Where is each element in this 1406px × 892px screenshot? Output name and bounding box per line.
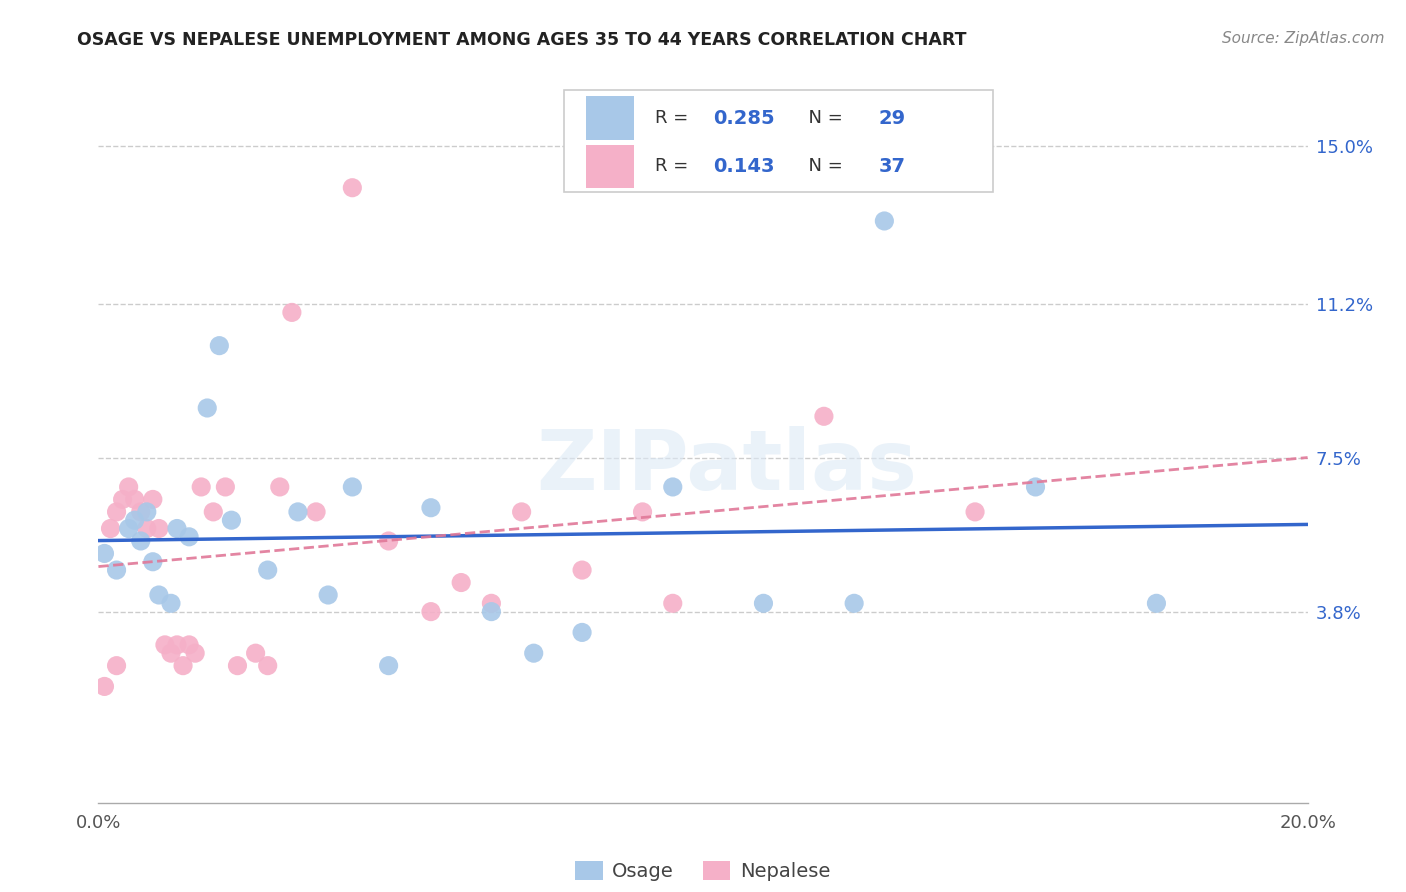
- Point: [631, 505, 654, 519]
- Point: [377, 658, 399, 673]
- Point: [281, 305, 304, 319]
- Point: [202, 505, 225, 519]
- Point: [124, 513, 146, 527]
- Text: Source: ZipAtlas.com: Source: ZipAtlas.com: [1222, 31, 1385, 46]
- Point: [571, 625, 593, 640]
- Point: [420, 500, 443, 515]
- Text: ZIPatlas: ZIPatlas: [537, 425, 918, 507]
- Point: [105, 563, 128, 577]
- Text: 37: 37: [879, 157, 905, 176]
- Point: [661, 596, 683, 610]
- Text: 29: 29: [879, 109, 905, 128]
- Point: [450, 575, 472, 590]
- Legend: Osage, Nepalese: Osage, Nepalese: [568, 853, 838, 888]
- Point: [135, 505, 157, 519]
- FancyBboxPatch shape: [586, 145, 634, 188]
- Point: [571, 563, 593, 577]
- Point: [166, 638, 188, 652]
- Point: [287, 505, 309, 519]
- Point: [752, 596, 775, 610]
- Point: [142, 492, 165, 507]
- Point: [105, 658, 128, 673]
- Text: N =: N =: [797, 158, 849, 176]
- Point: [873, 214, 896, 228]
- Point: [195, 401, 218, 415]
- Point: [1144, 596, 1167, 610]
- Point: [510, 505, 533, 519]
- Text: N =: N =: [797, 110, 849, 128]
- Point: [184, 646, 207, 660]
- Point: [342, 480, 364, 494]
- Point: [129, 505, 152, 519]
- Point: [316, 588, 339, 602]
- Point: [245, 646, 267, 660]
- Point: [118, 521, 141, 535]
- Point: [105, 505, 128, 519]
- Point: [214, 480, 236, 494]
- Point: [269, 480, 291, 494]
- Point: [166, 521, 188, 535]
- Point: [160, 646, 183, 660]
- Point: [111, 492, 134, 507]
- Text: R =: R =: [655, 158, 693, 176]
- Point: [129, 533, 152, 548]
- Point: [160, 596, 183, 610]
- Point: [481, 596, 503, 610]
- Text: 0.143: 0.143: [713, 157, 775, 176]
- Point: [179, 638, 201, 652]
- FancyBboxPatch shape: [586, 96, 634, 140]
- Point: [1024, 480, 1046, 494]
- Point: [256, 658, 278, 673]
- Point: [844, 596, 866, 610]
- Point: [179, 530, 201, 544]
- Text: 0.285: 0.285: [713, 109, 775, 128]
- Point: [124, 492, 146, 507]
- Point: [221, 513, 243, 527]
- Point: [256, 563, 278, 577]
- Point: [813, 409, 835, 424]
- Point: [118, 480, 141, 494]
- Point: [226, 658, 249, 673]
- Point: [305, 505, 328, 519]
- Point: [148, 521, 170, 535]
- Point: [172, 658, 194, 673]
- Point: [481, 605, 503, 619]
- Point: [135, 521, 157, 535]
- Point: [148, 588, 170, 602]
- Point: [100, 521, 122, 535]
- Point: [523, 646, 546, 660]
- Point: [142, 555, 165, 569]
- Point: [342, 180, 364, 194]
- Point: [190, 480, 212, 494]
- Point: [208, 339, 231, 353]
- Point: [93, 680, 115, 694]
- Text: OSAGE VS NEPALESE UNEMPLOYMENT AMONG AGES 35 TO 44 YEARS CORRELATION CHART: OSAGE VS NEPALESE UNEMPLOYMENT AMONG AGE…: [77, 31, 967, 49]
- Point: [965, 505, 987, 519]
- Point: [93, 546, 115, 560]
- Point: [661, 480, 683, 494]
- Point: [420, 605, 443, 619]
- Point: [377, 533, 399, 548]
- FancyBboxPatch shape: [564, 90, 993, 192]
- Text: R =: R =: [655, 110, 693, 128]
- Point: [153, 638, 176, 652]
